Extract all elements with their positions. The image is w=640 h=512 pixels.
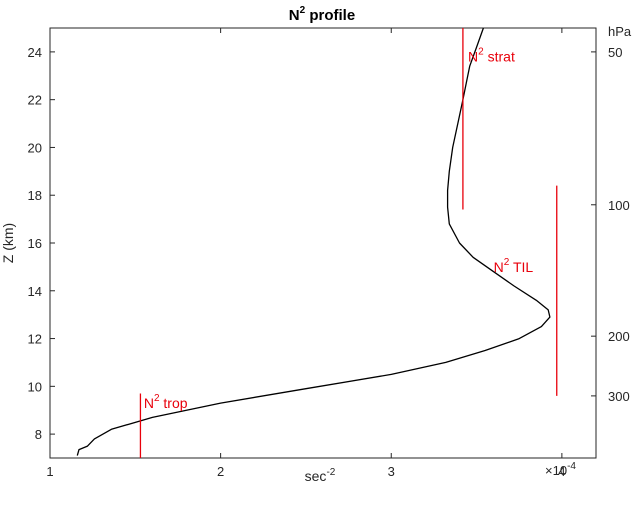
chart-title: N2 profile	[289, 5, 355, 24]
y-tick-label: 14	[28, 284, 42, 299]
y-tick-label: 18	[28, 188, 42, 203]
y-tick-label: 10	[28, 379, 42, 394]
right-axis-tick-label: 50	[608, 45, 622, 60]
y-axis-label: Z (km)	[0, 223, 16, 263]
right-axis-label: hPa	[608, 24, 632, 39]
x-axis-multiplier: ×10-4	[545, 461, 576, 478]
n2-profile-line	[76, 27, 551, 456]
x-axis-label: sec-2	[305, 467, 336, 484]
y-tick-label: 22	[28, 93, 42, 108]
y-tick-label: 20	[28, 140, 42, 155]
right-axis-tick-label: 100	[608, 198, 630, 213]
y-tick-label: 16	[28, 236, 42, 251]
x-tick-label: 1	[46, 464, 53, 479]
y-tick-label: 8	[35, 427, 42, 442]
x-tick-label: 4	[558, 464, 565, 479]
right-axis-tick-label: 300	[608, 389, 630, 404]
x-tick-label: 2	[217, 464, 224, 479]
reference-line-label: N2 trop	[144, 393, 188, 411]
reference-line-label: N2 strat	[468, 47, 515, 65]
reference-line-label: N2 TIL	[494, 257, 534, 275]
y-tick-label: 12	[28, 332, 42, 347]
x-tick-label: 3	[388, 464, 395, 479]
y-tick-label: 24	[28, 45, 42, 60]
right-axis-tick-label: 200	[608, 329, 630, 344]
